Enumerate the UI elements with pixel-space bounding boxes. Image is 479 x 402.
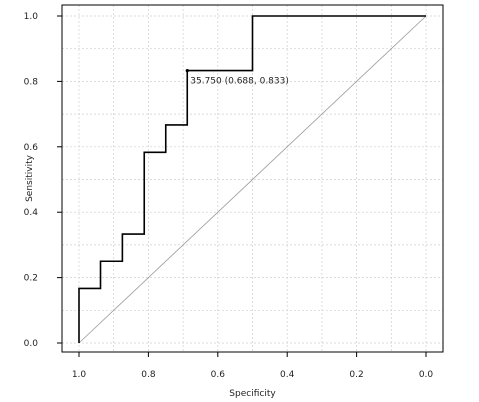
x-tick-label: 0.4 xyxy=(280,370,295,380)
threshold-point xyxy=(185,69,189,73)
x-tick-label: 0.0 xyxy=(419,370,434,380)
y-tick-label: 0.4 xyxy=(24,208,39,218)
plot-frame xyxy=(61,4,444,353)
x-tick-label: 1.0 xyxy=(72,370,87,380)
y-axis-title: Sensitivity xyxy=(25,154,35,202)
x-tick-label: 0.6 xyxy=(211,370,226,380)
y-tick-label: 0.2 xyxy=(24,274,38,284)
x-axis: 1.0 0.8 0.6 0.4 0.2 0.0 xyxy=(72,352,434,380)
y-tick-label: 0.0 xyxy=(24,339,39,349)
reference-diagonal-line xyxy=(78,15,427,344)
x-tick-label: 0.2 xyxy=(349,370,363,380)
annotation-group: 35.750 (0.688, 0.833) xyxy=(185,69,289,87)
y-tick-label: 0.8 xyxy=(24,77,39,87)
threshold-annotation: 35.750 (0.688, 0.833) xyxy=(190,77,289,87)
y-axis: 0.0 0.2 0.4 0.6 0.8 1.0 xyxy=(24,12,62,349)
y-tick-label: 1.0 xyxy=(24,12,39,22)
x-tick-label: 0.8 xyxy=(141,370,156,380)
y-tick-label: 0.6 xyxy=(24,143,39,153)
grid xyxy=(62,5,443,352)
x-axis-title: Specificity xyxy=(229,389,276,399)
roc-curve-line xyxy=(78,15,426,343)
